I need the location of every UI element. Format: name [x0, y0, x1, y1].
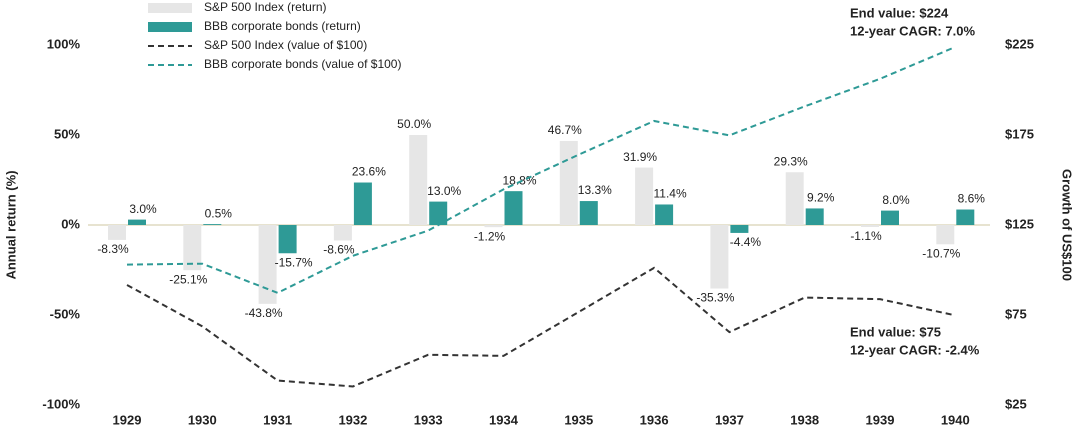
x-tick-label: 1938	[790, 412, 819, 427]
annotation: End value: $75	[850, 324, 941, 339]
value-label: 0.5%	[205, 206, 233, 220]
legend-label: BBB corporate bonds (value of $100)	[204, 57, 401, 71]
bar	[805, 208, 824, 225]
value-label: -10.7%	[922, 246, 960, 260]
value-label: -4.4%	[730, 235, 762, 249]
x-tick-label: 1934	[489, 412, 519, 427]
y-tick-label: 0%	[61, 216, 80, 231]
value-label: 31.9%	[623, 150, 657, 164]
value-label: 8.6%	[958, 192, 986, 206]
y2-tick-label: $25	[1005, 396, 1027, 411]
bar	[881, 210, 899, 225]
bar	[655, 204, 674, 225]
annotation: 12-year CAGR: -2.4%	[850, 342, 980, 357]
bar	[579, 201, 598, 225]
bar	[504, 191, 523, 225]
bar	[278, 225, 297, 254]
bar	[333, 225, 352, 241]
value-label: 13.3%	[578, 183, 612, 197]
x-tick-label: 1935	[564, 412, 593, 427]
y-axis-label: Annual return (%)	[3, 170, 18, 279]
bar	[861, 225, 879, 227]
bar	[559, 140, 578, 225]
bar	[353, 182, 372, 225]
value-label: 11.4%	[654, 187, 687, 201]
y2-tick-label: $175	[1005, 126, 1034, 141]
y2-tick-label: $125	[1005, 216, 1034, 231]
value-label: -1.2%	[474, 229, 506, 243]
x-tick-label: 1929	[113, 412, 142, 427]
y2-tick-label: $75	[1005, 306, 1027, 321]
value-label: 9.2%	[807, 191, 835, 205]
bar	[429, 201, 448, 225]
y2-axis-label: Growth of US$100	[1060, 169, 1075, 281]
line	[126, 266, 956, 388]
legend-label: S&P 500 Index (value of $100)	[204, 38, 367, 52]
x-tick-label: 1932	[338, 412, 367, 427]
y-tick-label: 100%	[47, 36, 81, 51]
bar	[128, 219, 146, 225]
x-tick-label: 1937	[715, 412, 744, 427]
value-label: -8.3%	[97, 242, 129, 256]
value-label: 3.0%	[129, 202, 157, 216]
legend-swatch	[148, 3, 192, 13]
y-tick-label: 50%	[54, 126, 80, 141]
value-label: -15.7%	[275, 255, 313, 269]
value-label: -25.1%	[169, 272, 207, 286]
legend-swatch	[148, 22, 192, 32]
bar	[936, 225, 955, 245]
x-tick-label: 1940	[941, 412, 970, 427]
x-tick-label: 1931	[263, 412, 292, 427]
value-label: 18.8%	[502, 173, 536, 187]
value-label: -8.6%	[323, 243, 355, 257]
x-tick-label: 1936	[640, 412, 669, 427]
y2-tick-label: $225	[1005, 36, 1034, 51]
value-label: -1.1%	[850, 229, 882, 243]
line	[126, 46, 956, 294]
y-tick-label: -50%	[50, 306, 81, 321]
value-label: -35.3%	[696, 291, 734, 305]
bar	[710, 225, 729, 289]
bar	[635, 167, 654, 225]
legend-label: BBB corporate bonds (return)	[204, 19, 361, 33]
bar	[409, 135, 428, 225]
bar	[108, 225, 126, 240]
bar	[730, 225, 749, 233]
x-tick-label: 1939	[866, 412, 895, 427]
bar	[484, 225, 503, 228]
value-label: 46.7%	[548, 123, 582, 137]
value-label: 29.3%	[774, 154, 808, 168]
value-label: 13.0%	[427, 184, 461, 198]
value-label: 23.6%	[352, 165, 386, 179]
bar	[203, 224, 222, 225]
value-label: -43.8%	[245, 306, 283, 320]
annotation: 12-year CAGR: 7.0%	[850, 23, 975, 38]
bar	[183, 225, 202, 271]
bar	[785, 172, 804, 225]
bar	[258, 225, 277, 304]
x-tick-label: 1933	[414, 412, 443, 427]
x-tick-label: 1930	[188, 412, 217, 427]
y-tick-label: -100%	[42, 396, 80, 411]
value-label: 50.0%	[397, 117, 431, 131]
annotation: End value: $224	[850, 5, 949, 20]
value-label: 8.0%	[882, 193, 910, 207]
bar	[956, 209, 975, 225]
legend-label: S&P 500 Index (return)	[204, 0, 327, 14]
